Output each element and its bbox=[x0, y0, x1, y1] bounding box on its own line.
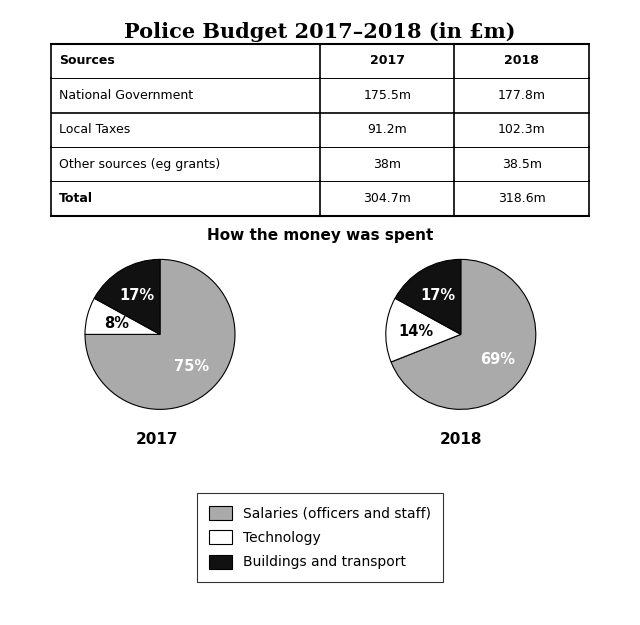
Wedge shape bbox=[391, 259, 536, 409]
Text: Other sources (eg grants): Other sources (eg grants) bbox=[60, 158, 221, 171]
Wedge shape bbox=[395, 259, 461, 334]
Wedge shape bbox=[94, 259, 160, 334]
Text: 38.5m: 38.5m bbox=[502, 158, 541, 171]
Text: Sources: Sources bbox=[60, 54, 115, 68]
Bar bbox=[454, 112, 589, 147]
Text: 8%: 8% bbox=[104, 316, 129, 331]
Text: 318.6m: 318.6m bbox=[498, 192, 545, 205]
Wedge shape bbox=[386, 298, 461, 362]
Bar bbox=[320, 181, 454, 216]
Bar bbox=[454, 147, 589, 181]
Text: 2018: 2018 bbox=[440, 432, 482, 447]
Text: National Government: National Government bbox=[60, 89, 193, 102]
Text: How the money was spent: How the money was spent bbox=[207, 228, 433, 243]
Bar bbox=[51, 147, 320, 181]
Text: 2017: 2017 bbox=[370, 54, 404, 68]
Text: 102.3m: 102.3m bbox=[498, 123, 545, 136]
Text: Local Taxes: Local Taxes bbox=[60, 123, 131, 136]
Bar bbox=[454, 181, 589, 216]
Bar bbox=[454, 44, 589, 78]
Bar bbox=[51, 112, 320, 147]
Text: 14%: 14% bbox=[398, 324, 433, 339]
Text: 91.2m: 91.2m bbox=[367, 123, 407, 136]
Bar bbox=[320, 44, 454, 78]
Bar bbox=[454, 78, 589, 112]
Text: 17%: 17% bbox=[420, 288, 456, 303]
Text: 17%: 17% bbox=[120, 288, 155, 303]
Bar bbox=[320, 112, 454, 147]
Wedge shape bbox=[85, 298, 160, 334]
Text: 69%: 69% bbox=[481, 352, 515, 367]
Text: 2018: 2018 bbox=[504, 54, 539, 68]
Text: 2017: 2017 bbox=[136, 432, 178, 447]
Bar bbox=[320, 147, 454, 181]
Wedge shape bbox=[85, 259, 235, 409]
Text: 177.8m: 177.8m bbox=[497, 89, 545, 102]
Legend: Salaries (officers and staff), Technology, Buildings and transport: Salaries (officers and staff), Technolog… bbox=[197, 493, 443, 582]
Bar bbox=[320, 78, 454, 112]
Bar bbox=[51, 44, 320, 78]
Text: 38m: 38m bbox=[373, 158, 401, 171]
Text: 304.7m: 304.7m bbox=[364, 192, 411, 205]
Bar bbox=[51, 78, 320, 112]
Text: 75%: 75% bbox=[174, 359, 209, 374]
Text: Police Budget 2017–2018 (in £m): Police Budget 2017–2018 (in £m) bbox=[124, 22, 516, 42]
Text: 175.5m: 175.5m bbox=[363, 89, 411, 102]
Bar bbox=[51, 181, 320, 216]
Text: Total: Total bbox=[60, 192, 93, 205]
